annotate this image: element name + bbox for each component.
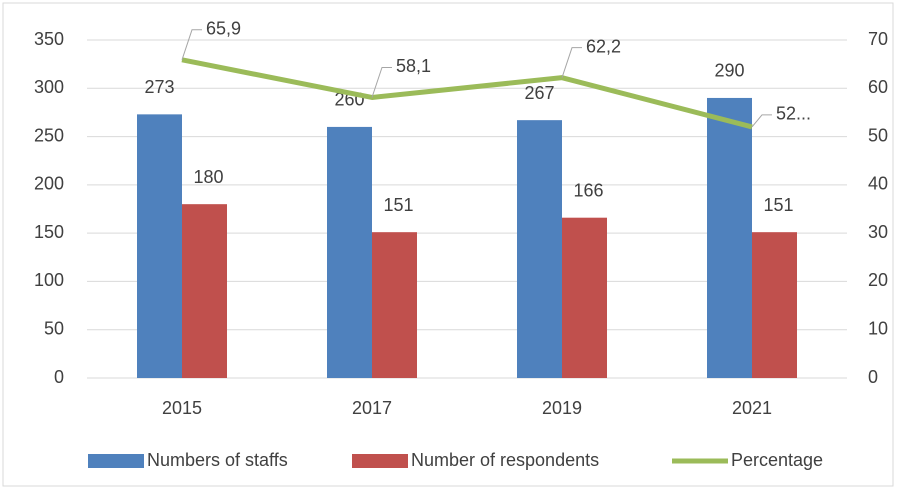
bar-value-label: 166 — [573, 180, 603, 200]
x-tick-label: 2021 — [732, 398, 772, 418]
line-value-label: 62,2 — [586, 36, 621, 56]
y-tick-label: 50 — [44, 318, 64, 338]
y-tick-label: 100 — [34, 270, 64, 290]
y-tick-label: 0 — [54, 367, 64, 387]
bar — [752, 232, 797, 378]
legend-swatch — [352, 454, 408, 468]
bar — [707, 97, 752, 378]
leader-line — [371, 66, 392, 98]
y2-tick-label: 20 — [868, 270, 888, 290]
bar-value-label: 267 — [524, 83, 554, 103]
x-tick-label: 2015 — [162, 398, 202, 418]
y2-tick-label: 40 — [868, 174, 888, 194]
y-tick-label: 350 — [34, 29, 64, 49]
y-tick-label: 300 — [34, 77, 64, 97]
bar-value-label: 151 — [383, 195, 413, 215]
line-value-label: 65,9 — [206, 19, 241, 39]
legend-swatch — [88, 454, 144, 468]
y2-tick-label: 10 — [868, 318, 888, 338]
x-tick-label: 2019 — [542, 398, 582, 418]
leader-line — [181, 29, 202, 60]
bar — [137, 114, 182, 379]
bar — [182, 204, 227, 378]
line-series — [181, 57, 753, 130]
bar-value-label: 273 — [144, 77, 174, 97]
y-tick-label: 250 — [34, 125, 64, 145]
bar-value-label: 290 — [714, 61, 744, 81]
x-tick-label: 2017 — [352, 398, 392, 418]
legend-label: Number of respondents — [411, 450, 599, 470]
legend-label: Numbers of staffs — [147, 450, 288, 470]
bar-value-label: 151 — [763, 195, 793, 215]
bar-value-label: 180 — [193, 167, 223, 187]
line-value-label: 52... — [776, 104, 811, 124]
bar — [372, 232, 417, 378]
bar — [327, 126, 372, 379]
legend-label: Percentage — [731, 450, 823, 470]
bar — [517, 120, 562, 378]
y-tick-label: 150 — [34, 222, 64, 242]
y2-tick-label: 70 — [868, 29, 888, 49]
y2-tick-label: 0 — [868, 367, 878, 387]
leader-line — [561, 47, 582, 78]
y-tick-label: 200 — [34, 174, 64, 194]
bar — [562, 217, 607, 378]
y2-tick-label: 50 — [868, 125, 888, 145]
leader-line — [751, 114, 772, 128]
y2-tick-label: 30 — [868, 222, 888, 242]
y2-tick-label: 60 — [868, 77, 888, 97]
line-value-label: 58,1 — [396, 56, 431, 76]
